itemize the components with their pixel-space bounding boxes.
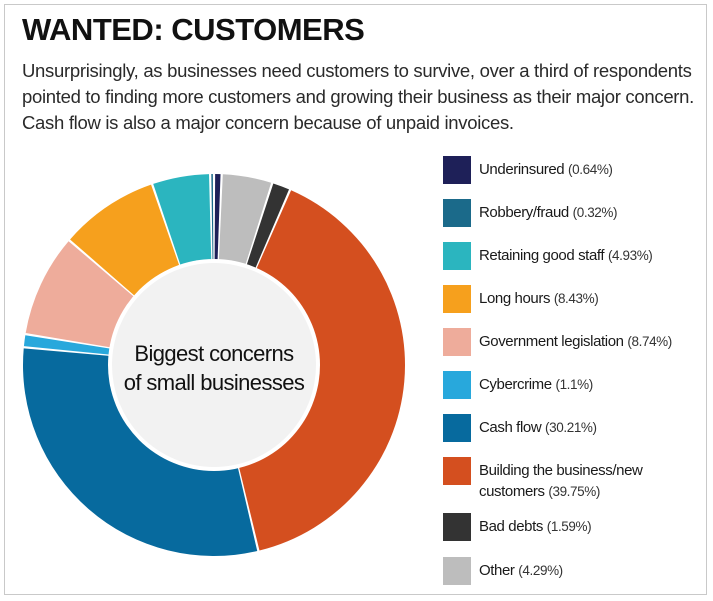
legend-label: Retaining good staff (4.93%)	[479, 245, 709, 266]
legend-label: Cybercrime (1.1%)	[479, 374, 709, 395]
legend-swatch	[443, 513, 471, 541]
legend-label-value: (1.1%)	[555, 377, 593, 392]
legend-label: Robbery/fraud (0.32%)	[479, 202, 709, 223]
legend-swatch	[443, 414, 471, 442]
legend-swatch	[443, 199, 471, 227]
legend-label: Other (4.29%)	[479, 560, 709, 581]
legend-label-value: (4.93%)	[607, 248, 653, 263]
legend-label-name: Cash flow	[479, 419, 542, 436]
donut-chart: Biggest concerns of small businesses	[22, 174, 405, 556]
legend-label-value: (0.64%)	[568, 162, 613, 177]
legend-label-value: (39.75%)	[548, 484, 600, 499]
legend-label-name: Long hours	[479, 290, 551, 307]
slice-long-hours	[70, 184, 180, 296]
legend-label-name: customers	[479, 483, 545, 500]
legend-label-value: (8.43%)	[553, 291, 599, 306]
legend-label-value: (30.21%)	[545, 420, 597, 435]
legend-label: Long hours (8.43%)	[479, 288, 709, 309]
figure-frame	[4, 4, 707, 595]
donut-hole	[112, 263, 316, 467]
chart-title: WANTED: CUSTOMERS	[22, 12, 365, 47]
legend-label-name: Underinsured	[479, 161, 565, 178]
legend-label-name: Retaining good staff	[479, 247, 605, 264]
slice-underinsured	[214, 174, 221, 261]
slice-government-legislation	[25, 241, 135, 348]
legend-label: Building the business/new customers (39.7…	[479, 460, 709, 502]
legend-label-name: Robbery/fraud	[479, 204, 569, 221]
legend-label: Bad debts (1.59%)	[479, 516, 709, 537]
chart-subtitle: Unsurprisingly, as businesses need custo…	[22, 60, 694, 133]
legend-swatch	[443, 457, 471, 485]
center-label-line: of small businesses	[124, 370, 305, 395]
slice-cash-flow	[22, 348, 258, 556]
legend-label-name: Government legislation	[479, 333, 624, 350]
legend-label: Underinsured (0.64%)	[479, 159, 709, 180]
legend-swatch	[443, 156, 471, 184]
legend-label-value: (8.74%)	[627, 334, 672, 349]
legend-label-value: (4.29%)	[518, 563, 563, 578]
legend-label-value: (0.32%)	[572, 205, 618, 220]
legend-label-name: Cybercrime	[479, 376, 552, 393]
slice-cybercrime	[23, 335, 111, 355]
slice-other	[218, 174, 272, 265]
legend-swatch	[443, 242, 471, 270]
legend-label: Government legislation (8.74%)	[479, 331, 709, 352]
legend-swatch	[443, 557, 471, 585]
slice-robbery-fraud	[211, 174, 214, 261]
center-label-line: Biggest concerns	[134, 341, 294, 366]
legend-swatch	[443, 328, 471, 356]
legend-label-name: Other	[479, 562, 515, 579]
legend-label: Cash flow (30.21%)	[479, 417, 709, 438]
slice-retaining-good-staff	[153, 174, 212, 266]
legend-label-name: Bad debts	[479, 518, 543, 535]
slice-bad-debts	[246, 183, 290, 269]
legend-swatch	[443, 371, 471, 399]
legend-swatch	[443, 285, 471, 313]
legend-label-value: (1.59%)	[546, 519, 592, 534]
slice-building-the-business-new-customers	[238, 190, 405, 551]
legend-label-name: Building the business/new	[479, 462, 643, 479]
